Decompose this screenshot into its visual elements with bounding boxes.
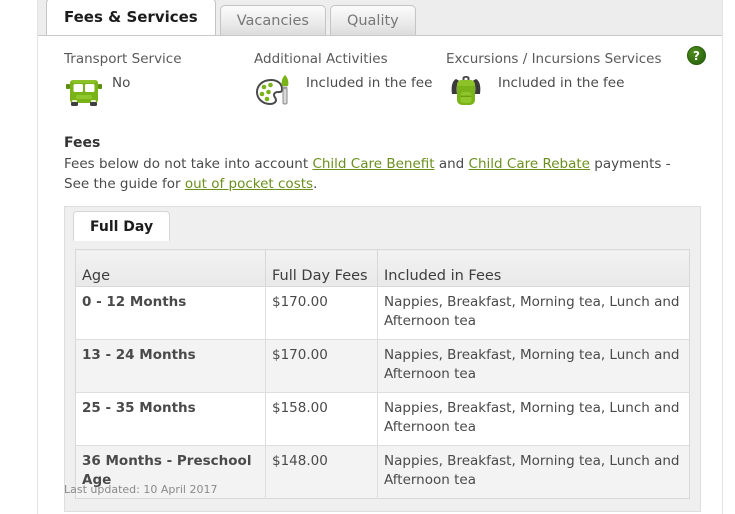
table-row: 0 - 12 Months $170.00 Nappies, Breakfast… xyxy=(75,286,690,340)
blurb-part-2: and xyxy=(434,156,469,172)
bus-icon xyxy=(64,71,104,111)
fees-disclaimer-text: Fees below do not take into account Chil… xyxy=(64,154,694,194)
inner-tab-label: Full Day xyxy=(90,218,154,235)
table-row: 36 Months - Preschool Age $148.00 Nappie… xyxy=(75,445,690,499)
fee-period-tab-list: Full Day xyxy=(65,207,700,241)
tab-quality[interactable]: Quality xyxy=(329,5,416,35)
service-title: Additional Activities xyxy=(254,51,388,67)
link-child-care-benefit[interactable]: Child Care Benefit xyxy=(312,156,435,172)
tab-vacancies[interactable]: Vacancies xyxy=(219,5,326,35)
service-value: No xyxy=(112,75,131,91)
blurb-part-1: Fees below do not take into account xyxy=(64,156,313,172)
service-value: Included in the fee xyxy=(498,75,625,91)
cell-fee: $158.00 xyxy=(265,392,378,446)
cell-included: Nappies, Breakfast, Morning tea, Lunch a… xyxy=(377,445,690,499)
fees-heading: Fees xyxy=(64,135,101,151)
cell-included: Nappies, Breakfast, Morning tea, Lunch a… xyxy=(377,392,690,446)
service-additional-activities: Additional Activities xyxy=(254,51,446,111)
service-body: Included in the fee xyxy=(446,71,686,111)
cell-age: 36 Months - Preschool Age xyxy=(75,445,266,499)
cell-fee: $170.00 xyxy=(265,339,378,393)
tab-list: Fees & Services Vacancies Quality xyxy=(46,0,420,35)
tab-fees-and-services[interactable]: Fees & Services xyxy=(46,0,216,35)
tab-label: Quality xyxy=(346,12,399,29)
fee-table-container: Age Full Day Fees Included in Fees 0 - 1… xyxy=(65,241,700,511)
service-title: Transport Service xyxy=(64,51,182,67)
left-gutter-divider xyxy=(37,0,38,514)
cell-fee: $170.00 xyxy=(265,286,378,340)
blurb-part-4: . xyxy=(313,176,318,192)
fees-panel: Full Day Age Full Day Fees Included in F xyxy=(64,206,701,512)
blurb-part-3: payments - See the guide for xyxy=(64,156,671,192)
help-icon[interactable]: ? xyxy=(687,46,706,65)
table-row: 13 - 24 Months $170.00 Nappies, Breakfas… xyxy=(75,339,690,393)
service-excursions-incursions: Excursions / Incursions Services xyxy=(446,51,686,111)
inner-tab-full-day[interactable]: Full Day xyxy=(73,211,171,241)
tab-label: Vacancies xyxy=(236,12,309,29)
table-row: 25 - 35 Months $158.00 Nappies, Breakfas… xyxy=(75,392,690,446)
last-updated-text: Last updated: 10 April 2017 xyxy=(64,483,218,496)
column-header-included-in-fees: Included in Fees xyxy=(377,249,690,287)
services-summary-row: Transport Service xyxy=(64,51,704,111)
cell-age: 25 - 35 Months xyxy=(75,392,266,446)
service-value: Included in the fee xyxy=(306,75,433,91)
service-transport: Transport Service xyxy=(64,51,254,111)
link-out-of-pocket-costs[interactable]: out of pocket costs xyxy=(184,176,314,192)
cell-age: 13 - 24 Months xyxy=(75,339,266,393)
service-body: Included in the fee xyxy=(254,71,446,111)
cell-included: Nappies, Breakfast, Morning tea, Lunch a… xyxy=(377,286,690,340)
column-header-full-day-fees: Full Day Fees xyxy=(265,249,378,287)
cell-age: 0 - 12 Months xyxy=(75,286,266,340)
palette-paintbrush-icon xyxy=(254,71,294,111)
table-header-row: Age Full Day Fees Included in Fees xyxy=(75,249,690,287)
service-body: No xyxy=(64,71,254,111)
help-icon-glyph: ? xyxy=(693,48,700,63)
fees-table: Age Full Day Fees Included in Fees 0 - 1… xyxy=(75,249,690,499)
column-header-age: Age xyxy=(75,249,266,287)
service-title: Excursions / Incursions Services xyxy=(446,51,662,67)
backpack-icon xyxy=(446,71,486,111)
link-child-care-rebate[interactable]: Child Care Rebate xyxy=(468,156,590,172)
tab-label: Fees & Services xyxy=(64,8,198,26)
cell-included: Nappies, Breakfast, Morning tea, Lunch a… xyxy=(377,339,690,393)
tab-panel-fees-and-services: ? Transport Service xyxy=(38,36,722,514)
tab-strip: Fees & Services Vacancies Quality xyxy=(38,0,722,36)
fees-table-head: Age Full Day Fees Included in Fees xyxy=(75,249,690,287)
right-gutter-divider xyxy=(722,0,723,514)
cell-fee: $148.00 xyxy=(265,445,378,499)
fees-table-body: 0 - 12 Months $170.00 Nappies, Breakfast… xyxy=(75,286,690,499)
